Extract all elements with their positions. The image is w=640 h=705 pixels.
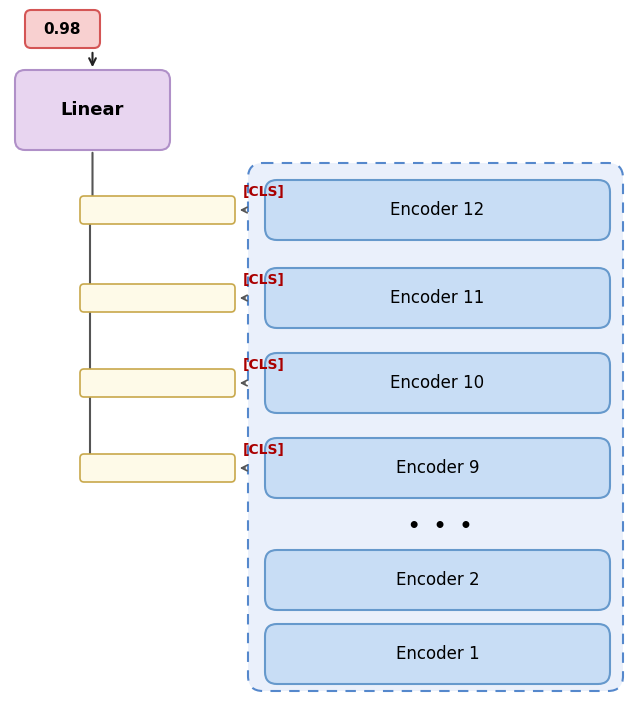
- Text: Encoder 12: Encoder 12: [390, 201, 484, 219]
- Text: •  •  •: • • •: [408, 517, 472, 537]
- Text: Encoder 10: Encoder 10: [390, 374, 484, 392]
- FancyBboxPatch shape: [265, 180, 610, 240]
- Text: Encoder 2: Encoder 2: [396, 571, 479, 589]
- Text: 0.98: 0.98: [44, 21, 81, 37]
- FancyBboxPatch shape: [265, 624, 610, 684]
- FancyBboxPatch shape: [248, 163, 623, 691]
- FancyBboxPatch shape: [265, 353, 610, 413]
- Text: [CLS]: [CLS]: [243, 273, 285, 287]
- FancyBboxPatch shape: [265, 550, 610, 610]
- FancyBboxPatch shape: [265, 268, 610, 328]
- Text: Encoder 9: Encoder 9: [396, 459, 479, 477]
- FancyBboxPatch shape: [80, 196, 235, 224]
- Text: [CLS]: [CLS]: [243, 358, 285, 372]
- Text: Encoder 11: Encoder 11: [390, 289, 484, 307]
- Text: Linear: Linear: [61, 101, 124, 119]
- Text: Encoder 1: Encoder 1: [396, 645, 479, 663]
- FancyBboxPatch shape: [265, 438, 610, 498]
- FancyBboxPatch shape: [25, 10, 100, 48]
- Text: [CLS]: [CLS]: [243, 185, 285, 199]
- FancyBboxPatch shape: [15, 70, 170, 150]
- FancyBboxPatch shape: [80, 284, 235, 312]
- FancyBboxPatch shape: [80, 454, 235, 482]
- FancyBboxPatch shape: [80, 369, 235, 397]
- Text: [CLS]: [CLS]: [243, 443, 285, 457]
